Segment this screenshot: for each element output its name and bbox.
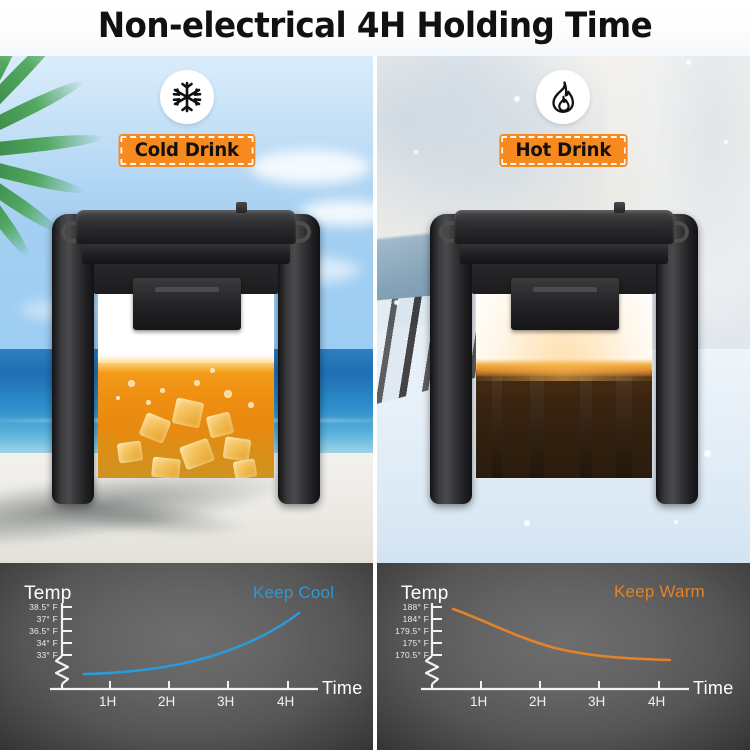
y-axis-title-right: Temp [401, 583, 449, 604]
hot-drink-badge-group: Hot Drink [376, 70, 750, 167]
snowflake-icon [160, 70, 214, 124]
cooler-lid-band [82, 240, 290, 264]
bubble [160, 388, 165, 393]
bubble [116, 396, 120, 400]
liquid-surface [98, 355, 274, 372]
x-tick-label: 4H [277, 694, 295, 709]
cooler-latch [511, 278, 619, 330]
title-band: Non-electrical 4H Holding Time [0, 0, 750, 56]
x-tick-label: 4H [648, 694, 666, 709]
ice-cube [151, 456, 181, 478]
cooler-vent-knob [614, 202, 625, 213]
hot-drink-label: Hot Drink [499, 134, 627, 167]
ice-cube [116, 440, 144, 464]
panel-divider [373, 0, 377, 563]
y-tick-label: 33° F [36, 650, 58, 660]
bubble [224, 390, 232, 398]
charts-row: Temp [0, 563, 750, 750]
keep-warm-series-label: Keep Warm [614, 582, 705, 601]
x-axis-title-right: Time [693, 678, 734, 698]
page-title: Non-electrical 4H Holding Time [97, 6, 653, 46]
bubble [146, 400, 151, 405]
cooler-hot [414, 196, 714, 516]
cooler-latch [133, 278, 241, 330]
x-tick-label: 1H [470, 694, 488, 709]
y-tick-label: 188° F [402, 602, 429, 612]
cold-drink-label: Cold Drink [118, 134, 256, 167]
y-tick-label: 170.5° F [395, 650, 429, 660]
cooler-vent-knob [236, 202, 247, 213]
y-tick-label: 184° F [402, 614, 429, 624]
y-tick-label: 38.5° F [29, 602, 58, 612]
cloud [250, 150, 370, 184]
flame-icon [536, 70, 590, 124]
bubble [210, 368, 215, 373]
cooler-lid-band [460, 240, 668, 264]
x-tick-label: 3H [217, 694, 235, 709]
hot-drink-liquid [476, 370, 652, 478]
bubble [248, 402, 254, 408]
cooler-lid [76, 210, 296, 244]
keep-warm-chart: Temp 188° F 184° F 179.5° F [377, 563, 750, 750]
bubble [194, 380, 200, 386]
bubble [128, 380, 135, 387]
keep-cool-series-label: Keep Cool [253, 583, 335, 602]
x-axis-title-left: Time [322, 678, 363, 698]
cooler-cold [36, 196, 336, 516]
y-tick-label: 179.5° F [395, 626, 429, 636]
ice-cube [232, 458, 258, 478]
keep-cool-chart: Temp [0, 563, 373, 750]
cooler-leg-right [278, 214, 320, 504]
y-tick-label: 37° F [36, 614, 58, 624]
ice-cube [222, 436, 252, 462]
ice-cube [171, 397, 205, 429]
x-tick-label: 3H [588, 694, 606, 709]
y-tick-label: 175° F [402, 638, 429, 648]
x-tick-label: 2H [529, 694, 547, 709]
cooler-lid [454, 210, 674, 244]
x-tick-label: 2H [158, 694, 176, 709]
cooler-cutaway-window [476, 292, 652, 478]
x-tick-label: 1H [99, 694, 117, 709]
y-axis-title-left: Temp [24, 583, 72, 604]
cold-drink-badge-group: Cold Drink [0, 70, 374, 167]
y-tick-label: 36.5° F [29, 626, 58, 636]
y-tick-label: 34° F [36, 638, 58, 648]
